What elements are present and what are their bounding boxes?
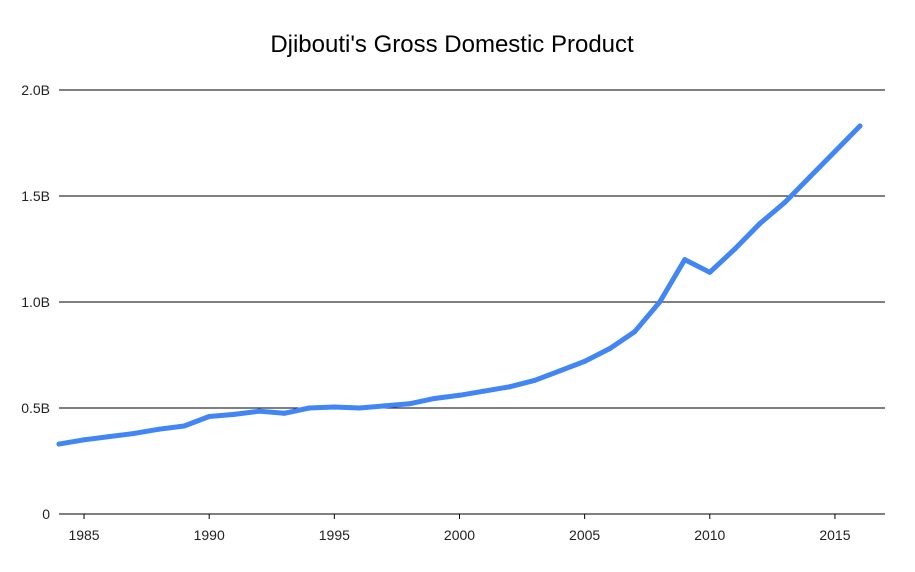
data-point: [281, 410, 287, 416]
x-tick-label: 2005: [569, 527, 600, 543]
data-point: [607, 346, 613, 352]
data-point: [381, 403, 387, 409]
x-tick-label: 1995: [319, 527, 350, 543]
data-point: [582, 358, 588, 364]
data-point: [206, 413, 212, 419]
y-tick-label: 0.5B: [21, 400, 50, 416]
x-tick-label: 1985: [68, 527, 99, 543]
data-point: [682, 257, 688, 263]
gridlines: [59, 89, 885, 515]
data-point: [657, 299, 663, 305]
data-point: [757, 221, 763, 227]
data-point: [782, 199, 788, 205]
data-point: [306, 405, 312, 411]
data-point: [557, 368, 563, 374]
y-tick-label: 1.5B: [21, 188, 50, 204]
data-point: [532, 377, 538, 383]
data-point: [482, 388, 488, 394]
data-point: [331, 404, 337, 410]
data-point: [507, 384, 513, 390]
data-point: [406, 401, 412, 407]
chart-title: Djibouti's Gross Domestic Product: [270, 31, 634, 58]
data-point: [181, 423, 187, 429]
data-point: [356, 405, 362, 411]
data-point: [156, 426, 162, 432]
x-tick-label: 2000: [444, 527, 475, 543]
x-axis-ticks: 1985 1990 1995 2000 2005 2010 2015: [68, 514, 851, 543]
data-point: [131, 430, 137, 436]
data-point: [231, 411, 237, 417]
data-point: [707, 269, 713, 275]
data-point: [732, 246, 738, 252]
y-tick-label: 1.0B: [21, 294, 50, 310]
data-point: [832, 148, 838, 154]
data-point: [81, 437, 87, 443]
x-tick-label: 2010: [694, 527, 725, 543]
data-point: [431, 395, 437, 401]
x-tick-label: 2015: [819, 527, 850, 543]
data-point: [56, 441, 62, 447]
data-point: [456, 392, 462, 398]
data-point: [857, 123, 863, 129]
data-point: [106, 434, 112, 440]
data-point: [256, 408, 262, 414]
series-layer: [56, 123, 863, 447]
x-tick-label: 1990: [194, 527, 225, 543]
data-point: [632, 329, 638, 335]
y-tick-label: 2.0B: [21, 82, 50, 98]
y-axis-ticks: 0 0.5B 1.0B 1.5B 2.0B: [21, 82, 50, 522]
y-tick-label: 0: [42, 506, 50, 522]
data-point: [807, 174, 813, 180]
